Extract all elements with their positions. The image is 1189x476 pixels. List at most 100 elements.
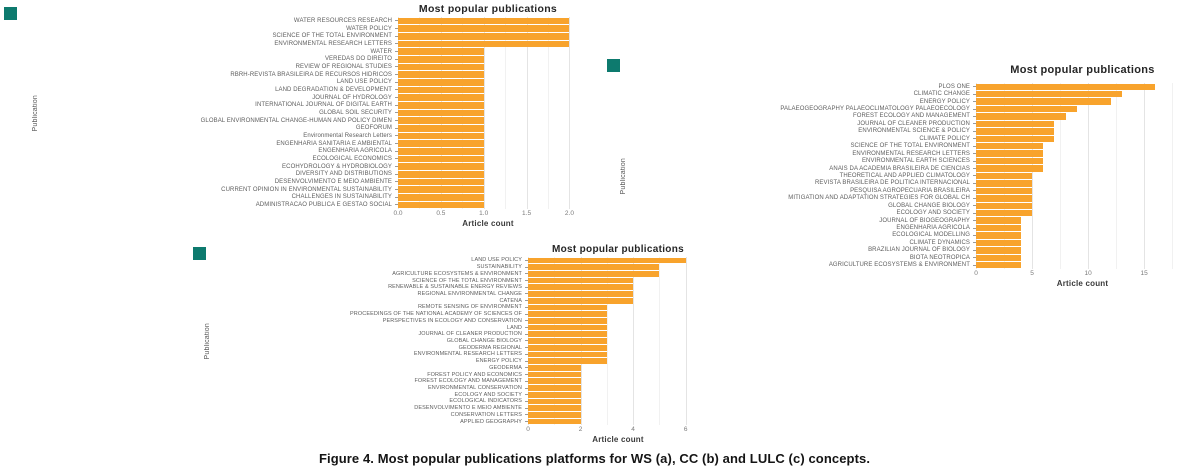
y-tick-mark: [525, 259, 528, 261]
bar: [398, 78, 484, 86]
bar: [528, 324, 607, 331]
y-tick-mark: [395, 81, 398, 83]
category-label: CLIMATE DYNAMICS: [909, 239, 970, 246]
bar: [976, 202, 1033, 209]
bar-row: ENGENHARIA AGRICOLA: [630, 224, 1189, 232]
bar: [976, 247, 1021, 254]
y-tick-mark: [973, 108, 976, 110]
bar-row: ENVIRONMENTAL SCIENCE & POLICY: [630, 128, 1189, 135]
category-label: JOURNAL OF CLEANER PRODUCTION: [418, 331, 522, 338]
bar: [528, 291, 634, 297]
y-tick-mark: [395, 143, 398, 145]
bar-row: CLIMATE DYNAMICS: [630, 239, 1189, 247]
bar-row: GEODERMA: [214, 365, 708, 372]
bar-row: PESQUISA AGROPECUARIA BRASILEIRA: [630, 187, 1189, 195]
y-tick-mark: [395, 28, 398, 29]
category-label: ENGENHARIA AGRICOLA: [318, 148, 392, 155]
y-tick-mark: [395, 189, 398, 191]
y-tick-mark: [525, 306, 528, 308]
gridline: [659, 257, 661, 425]
category-label: FOREST ECOLOGY AND MANAGEMENT: [852, 113, 970, 120]
chart-title: Most popular publications: [1010, 64, 1155, 76]
bar-row: PLOS ONE: [630, 83, 1189, 90]
category-label: PERSPECTIVES IN ECOLOGY AND CONSERVATION: [382, 317, 522, 324]
category-label: GEOFORUM: [355, 125, 392, 132]
bar: [976, 217, 1021, 224]
bar: [398, 94, 484, 101]
category-label: SCIENCE OF THE TOTAL ENVIRONMENT: [412, 277, 522, 284]
category-label: FOREST ECOLOGY AND MANAGEMENT: [414, 378, 522, 385]
y-tick-mark: [395, 51, 398, 53]
category-label: MITIGATION AND ADAPTATION STRATEGIES FOR…: [788, 195, 970, 202]
category-label: ECOLOGICAL ECONOMICS: [312, 155, 392, 162]
y-tick-mark: [525, 333, 528, 335]
category-label: ENVIRONMENTAL CONSERVATION: [428, 385, 522, 392]
bar: [398, 201, 484, 209]
bar: [528, 331, 607, 338]
bar: [398, 40, 570, 48]
bar-row: GEODERMA REGIONAL: [214, 344, 708, 351]
gridline: [483, 17, 485, 209]
category-label: ANAIS DA ACADEMIA BRASILEIRA DE CIENCIAS: [829, 165, 970, 172]
bar-row: JOURNAL OF CLEANER PRODUCTION: [214, 331, 708, 338]
bar-row: AGRICULTURE ECOSYSTEMS & ENVIRONMENT: [214, 270, 708, 277]
bar: [976, 150, 1044, 157]
bar: [528, 418, 581, 425]
category-label: SUSTAINABILITY: [476, 264, 522, 271]
bar-row: CATENA: [214, 297, 708, 304]
figure-caption-text: Most popular publications platforms for …: [374, 451, 871, 466]
bar-row: PROCEEDINGS OF THE NATIONAL ACADEMY OF S…: [214, 311, 708, 318]
y-tick-mark: [525, 273, 528, 275]
bar: [528, 365, 581, 371]
category-label: REGIONAL ENVIRONMENTAL CHANGE: [417, 290, 522, 297]
y-tick-mark: [395, 58, 398, 60]
y-tick-mark: [973, 138, 976, 140]
category-label: PALAEOGEOGRAPHY PALAEOCLIMATOLOGY PALAEO…: [780, 106, 970, 113]
category-label: ENVIRONMENTAL EARTH SCIENCES: [861, 158, 970, 165]
bar-row: WATER: [42, 48, 578, 56]
y-tick-mark: [525, 313, 528, 315]
bar: [528, 371, 581, 378]
bar-row: LAND: [214, 324, 708, 331]
bar: [976, 165, 1044, 172]
category-label: CLIMATE POLICY: [919, 135, 970, 142]
bar-row: ENVIRONMENTAL RESEARCH LETTERS: [630, 150, 1189, 157]
x-tick-label: 0: [974, 270, 978, 277]
category-label: JOURNAL OF CLEANER PRODUCTION: [857, 120, 970, 127]
bar-row: SCIENCE OF THE TOTAL ENVIRONMENT: [42, 32, 578, 40]
bar-row: SUSTAINABILITY: [214, 264, 708, 271]
bar-row: ENERGY POLICY: [630, 98, 1189, 105]
bar: [398, 178, 484, 186]
y-tick-mark: [973, 101, 976, 103]
y-tick-mark: [973, 168, 976, 170]
bar-row: ECOHYDROLOGY & HYDROBIOLOGY: [42, 163, 578, 171]
bar-row: JOURNAL OF BIOGEOGRAPHY: [630, 217, 1189, 224]
bar-row: WATER POLICY: [42, 25, 578, 33]
bar-row: FOREST POLICY AND ECONOMICS: [214, 371, 708, 378]
category-label: ECOLOGICAL MODELLING: [892, 232, 970, 239]
list-bullet-marker-c: [193, 247, 206, 260]
bar: [976, 209, 1033, 217]
category-label: GEODERMA: [489, 364, 522, 371]
x-tick-label: 15: [1140, 270, 1148, 277]
x-tick-label: 4: [631, 426, 635, 433]
bar-row: GLOBAL SOIL SECURITY: [42, 109, 578, 117]
y-tick-mark: [525, 327, 528, 329]
category-label: Environmental Research Letters: [303, 132, 392, 139]
bar-row: Environmental Research Letters: [42, 132, 578, 140]
bar: [976, 232, 1021, 239]
category-label: ENERGY POLICY: [475, 358, 522, 365]
category-label: LAND USE POLICY: [471, 257, 522, 264]
category-label: ENERGY POLICY: [919, 98, 970, 105]
y-tick-mark: [525, 367, 528, 369]
category-label: AGRICULTURE ECOSYSTEMS & ENVIRONMENT: [392, 270, 522, 277]
y-tick-mark: [395, 66, 398, 68]
bar: [976, 224, 1021, 232]
bar: [528, 277, 634, 284]
category-label: ADMINISTRACAO PUBLICA E GESTAO SOCIAL: [255, 201, 392, 208]
category-label: BRAZILIAN JOURNAL OF BIOLOGY: [868, 247, 970, 254]
category-label: LAND DEGRADATION & DEVELOPMENT: [275, 86, 392, 93]
gridline: [1172, 83, 1174, 269]
category-label: JOURNAL OF HYDROLOGY: [312, 94, 392, 101]
bar: [976, 157, 1044, 165]
